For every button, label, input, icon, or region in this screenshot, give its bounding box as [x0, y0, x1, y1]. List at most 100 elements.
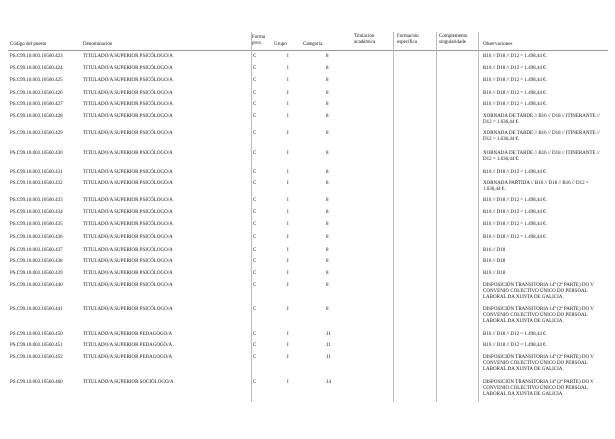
cell-categoria: 8 — [326, 235, 329, 240]
header-cell: Grupo — [274, 42, 287, 47]
cell-grupo: I — [287, 54, 289, 59]
cell-grupo: I — [287, 283, 289, 288]
cell-code: PS.C99.10.003.16560.429 — [10, 131, 63, 136]
cell-name: TITULADO/A SUPERIOR PSICÓLOGO/A — [83, 248, 173, 253]
cell-categoria: 8 — [326, 222, 329, 227]
cell-categoria: 8 — [326, 54, 329, 59]
cell-categoria: 8 — [326, 307, 329, 312]
column-rule — [393, 32, 394, 402]
cell-grupo: I — [287, 271, 289, 276]
cell-code: PS.C99.10.003.16560.432 — [10, 181, 63, 186]
cell-name: TITULADO/A SUPERIOR PSICÓLOGO/A — [83, 283, 173, 288]
cell-obs: XORNADA PARTIDA // B16 // D18 // B16 // … — [483, 181, 589, 192]
cell-categoria: 8 — [326, 102, 329, 107]
cell-obs: DISPOSICIÓN TRANSITORIA 14ª (2ª PARTE) D… — [483, 283, 594, 300]
cell-grupo: I — [287, 181, 289, 186]
cell-code: PS.C99.10.003.16560.435 — [10, 222, 63, 227]
cell-code: PS.C99.10.003.16560.436 — [10, 235, 63, 240]
cell-obs: B16 // D18 — [483, 259, 506, 264]
cell-categoria: 8 — [326, 248, 329, 253]
cell-forma: C — [253, 332, 257, 337]
cell-name: TITULADO/A SUPERIOR PSICÓLOGO/A — [83, 170, 173, 175]
header-cell: Forma prov. — [252, 35, 266, 46]
cell-code: PS.C99.10.003.16560.430 — [10, 151, 63, 156]
header-cell: Complemento singularidade — [439, 34, 468, 45]
cell-categoria: 8 — [326, 283, 329, 288]
cell-name: TITULADO/A SUPERIOR PEDAGOGO/A — [83, 343, 173, 348]
cell-name: TITULADO/A SUPERIOR PSICÓLOGO/A — [83, 91, 173, 96]
cell-obs: B16 // D18 — [483, 248, 506, 253]
cell-obs: B16 // D18 // D12 = 1.498,44 €. — [483, 170, 547, 175]
cell-forma: C — [253, 343, 257, 348]
header-cell: Titulación académica — [354, 34, 376, 45]
cell-forma: C — [253, 114, 257, 119]
cell-forma: C — [253, 380, 257, 385]
cell-forma: C — [253, 235, 257, 240]
cell-obs: B16 // D18 // D12 = 1.498,44 €. — [483, 78, 547, 83]
cell-name: TITULADO/A SUPERIOR PSICÓLOGO/A — [83, 181, 173, 186]
cell-grupo: I — [287, 235, 289, 240]
cell-obs: DISPOSICIÓN TRANSITORIA 14ª (2ª PARTE) D… — [483, 355, 594, 372]
cell-code: PS.C99.10.003.16560.452 — [10, 355, 63, 360]
cell-name: TITULADO/A SUPERIOR PSICÓLOGO/A — [83, 259, 173, 264]
header-rule — [8, 50, 608, 51]
cell-code: PS.C99.10.003.16560.441 — [10, 307, 63, 312]
cell-code: PS.C99.10.003.16560.437 — [10, 248, 63, 253]
cell-forma: C — [253, 222, 257, 227]
cell-obs: B16 // D18 — [483, 271, 506, 276]
cell-code: PS.C99.10.003.16560.439 — [10, 271, 63, 276]
cell-grupo: I — [287, 198, 289, 203]
cell-obs: XORNADA DE TARDE // B16 // D18 // ITINER… — [483, 114, 600, 125]
cell-categoria: 8 — [326, 198, 329, 203]
cell-obs: B16 // D18 // D12 = 1.498,44 €. — [483, 210, 547, 215]
cell-obs: B16 // D18 // D12 = 1.498,44 €. — [483, 198, 547, 203]
cell-categoria: 8 — [326, 181, 329, 186]
cell-name: TITULADO/A SUPERIOR PSICÓLOGO/A — [83, 198, 173, 203]
cell-categoria: 8 — [326, 210, 329, 215]
cell-grupo: I — [287, 91, 289, 96]
cell-categoria: 8 — [326, 78, 329, 83]
cell-code: PS.C99.10.003.16560.460 — [10, 380, 63, 385]
cell-categoria: 11 — [326, 332, 331, 337]
cell-name: TITULADO/A SUPERIOR PSICÓLOGO/A — [83, 102, 173, 107]
cell-grupo: I — [287, 355, 289, 360]
cell-obs: B16 // D18 // D12 = 1.498,44 €. — [483, 222, 547, 227]
cell-grupo: I — [287, 210, 289, 215]
header-cell: Formación específica — [397, 34, 419, 45]
cell-obs: XORNADA DE TARDE // B16 // D18 // ITINER… — [483, 151, 600, 162]
cell-categoria: 8 — [326, 131, 329, 136]
cell-name: TITULADO/A SUPERIOR PSICÓLOGO/A — [83, 235, 173, 240]
cell-grupo: I — [287, 66, 289, 71]
cell-obs: XORNADA DE TARDE // B16 // D18 // ITINER… — [483, 131, 600, 142]
cell-forma: C — [253, 131, 257, 136]
cell-obs: B16 // D18 // D12 = 1.498,44 €. — [483, 102, 547, 107]
cell-grupo: I — [287, 380, 289, 385]
cell-obs: DISPOSICIÓN TRANSITORIA 14ª (2ª PARTE) D… — [483, 380, 594, 397]
cell-code: PS.C99.10.003.16560.426 — [10, 91, 63, 96]
cell-name: TITULADO/A SUPERIOR PSICÓLOGO/A — [83, 222, 173, 227]
cell-categoria: 8 — [326, 151, 329, 156]
header-cell: Denominación — [83, 42, 113, 47]
cell-forma: C — [253, 355, 257, 360]
header-cell: Código del puesto — [10, 42, 47, 47]
cell-name: TITULADO/A SUPERIOR SOCIÓLOGO/A — [83, 380, 174, 385]
cell-name: TITULADO/A SUPERIOR PSICÓLOGO/A — [83, 66, 173, 71]
cell-name: TITULADO/A SUPERIOR PSICÓLOGO/A — [83, 114, 173, 119]
cell-categoria: 8 — [326, 271, 329, 276]
cell-forma: C — [253, 307, 257, 312]
cell-obs: B16 // D18 // D12 = 1.498,44 €. — [483, 343, 547, 348]
cell-name: TITULADO/A SUPERIOR PSICÓLOGO/A — [83, 151, 173, 156]
cell-grupo: I — [287, 248, 289, 253]
cell-code: PS.C99.10.003.16560.450 — [10, 332, 63, 337]
cell-obs: B16 // D18 // D12 = 1.498,44 €. — [483, 54, 547, 59]
cell-categoria: 11 — [326, 355, 331, 360]
cell-grupo: I — [287, 114, 289, 119]
cell-categoria: 8 — [326, 259, 329, 264]
cell-forma: C — [253, 181, 257, 186]
cell-name: TITULADO/A SUPERIOR PSICÓLOGO/A — [83, 78, 173, 83]
header-cell: Observaciones — [483, 42, 513, 47]
cell-categoria: 8 — [326, 114, 329, 119]
cell-categoria: 14 — [326, 380, 331, 385]
cell-forma: C — [253, 78, 257, 83]
